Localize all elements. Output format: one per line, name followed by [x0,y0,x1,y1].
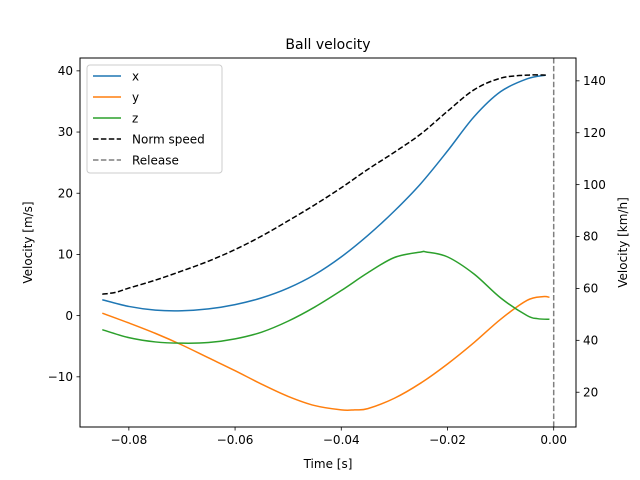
y-tick-label: 10 [58,248,73,262]
y-right-tick-label: 100 [583,178,606,192]
legend-box [86,64,223,174]
x-axis: −0.08 −0.06 −0.04 −0.02 0.00 [110,427,567,447]
y-tick-label: −10 [48,370,73,384]
legend-label-y: y [132,90,139,104]
series-line-z [102,250,550,344]
legend-label-z: z [132,111,138,125]
x-tick-label: −0.06 [217,433,254,447]
x-tick-label: 0.00 [540,433,567,447]
y-tick-label: 40 [58,64,73,78]
y-axis-label-right: Velocity [km/h] [616,197,630,288]
series-line-y [102,295,550,411]
legend: xyz Norm speed Release [86,64,223,174]
y-axis-left: −10 0 10 20 30 40 [48,64,80,384]
series-line-x [102,74,546,312]
y-axis-right: 20 40 60 80 100 120 140 [576,74,606,399]
x-tick-label: −0.08 [110,433,147,447]
series-line-norm-speed [102,74,546,295]
legend-label-norm-speed: Norm speed [132,132,205,146]
y-right-tick-label: 80 [583,230,598,244]
x-tick-label: −0.04 [323,433,360,447]
y-right-tick-label: 40 [583,334,598,348]
y-tick-label: 20 [58,186,73,200]
legend-label-x: x [132,69,139,83]
y-right-tick-label: 20 [583,385,598,399]
x-tick-label: −0.02 [429,433,466,447]
plot-frame [79,57,577,428]
y-right-tick-label: 140 [583,74,606,88]
x-axis-label: Time [s] [303,457,353,471]
chart-title: Ball velocity [285,37,370,53]
y-axis-label-left: Velocity [m/s] [21,201,35,283]
y-right-tick-label: 120 [583,126,606,140]
y-right-tick-label: 60 [583,282,598,296]
y-tick-label: 0 [65,309,73,323]
legend-label-release: Release [132,153,179,167]
series-layer [102,74,550,411]
y-tick-label: 30 [58,125,73,139]
